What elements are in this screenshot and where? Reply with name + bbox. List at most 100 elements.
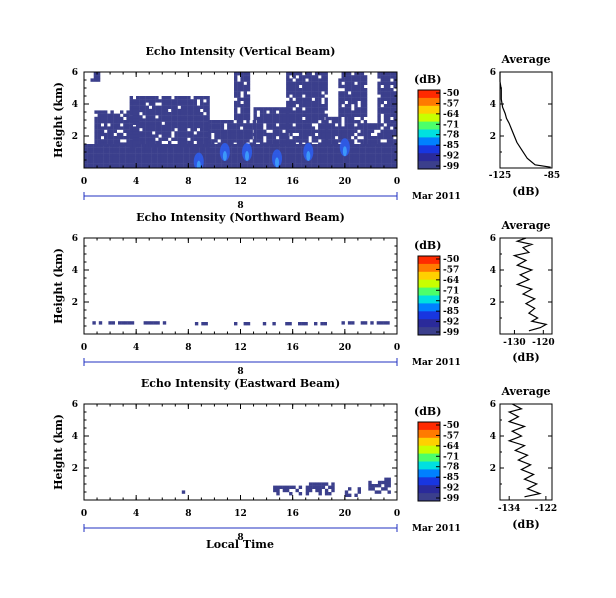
echo-cell [360,123,364,127]
echo-cell [223,136,228,140]
echo-cell [344,129,348,133]
echo-cell [377,116,381,121]
echo-cell [96,156,101,161]
echo-cell [158,140,162,145]
echo-cell [186,156,190,161]
echo-cell [184,96,188,100]
echo-cell [90,163,94,167]
echo-cell [321,142,325,146]
echo-cell [295,160,299,164]
echo-cell [292,75,296,79]
echo-cell [180,144,185,148]
echo-cell [100,132,105,137]
echo-cell [286,91,290,95]
echo-cell [363,104,368,108]
echo-cell [249,142,253,146]
echo-cell [135,156,139,161]
echo-cell [142,99,146,103]
echo-cell [167,166,171,168]
average-frame [499,403,553,501]
echo-cell [144,153,149,157]
echo-cell [321,485,326,489]
echo-cell [246,123,250,127]
echo-cell [387,91,391,95]
echo-cell [180,160,184,164]
echo-cell [391,147,395,151]
echo-cell [357,110,361,114]
echo-cell [370,136,375,140]
echo-cell [272,147,277,151]
echo-cell [383,88,388,92]
echo-cell [323,322,327,326]
echo-cell [96,163,101,167]
echo-cell [139,115,143,119]
echo-cell [193,144,197,148]
echo-cell [363,78,368,82]
echo-cell [152,108,156,113]
x-axis-label: Local Time [206,538,274,551]
echo-cell [96,150,101,154]
echo-cell [272,120,277,124]
echo-cell [302,81,306,85]
echo-cell [203,124,207,129]
echo-cell [122,147,126,151]
echo-cell [370,126,375,130]
echo-cell [311,81,316,85]
x-tick-label: 16 [286,177,299,187]
echo-cell [214,139,218,143]
echo-cell [171,99,175,103]
echo-cell [359,153,363,157]
echo-cell [380,100,384,105]
echo-cell [387,94,391,98]
echo-cell [146,321,151,325]
echo-cell [120,132,124,137]
echo-cell [334,132,339,137]
echo-cell [347,81,352,85]
echo-cell [104,110,108,114]
echo-cell [378,150,382,154]
echo-cell [356,156,360,161]
echo-cell [145,99,149,103]
echo-cell [317,156,321,161]
echo-cell [212,163,216,167]
echo-cell [125,150,129,154]
echo-cell [341,321,345,325]
echo-cell [256,166,261,168]
echo-cell [152,140,156,145]
echo-cell [173,147,177,151]
echo-cell [113,116,117,121]
echo-cell [158,115,162,119]
echo-cell [347,139,352,143]
echo-cell [161,105,165,109]
echo-cell [295,84,300,89]
echo-cell [184,144,188,148]
echo-cell [354,136,358,140]
echo-cell [282,166,286,168]
echo-cell [240,104,244,108]
echo-cell [269,113,273,117]
echo-cell [171,137,175,141]
echo-cell [263,120,267,124]
echo-cell [247,163,251,167]
echo-cell [311,129,316,133]
echo-cell [173,163,177,167]
echo-cell [230,142,234,146]
echo-cell [386,123,391,127]
echo-cell [381,147,385,151]
echo-cell [256,132,261,137]
echo-cell [386,321,390,325]
echo-cell [239,136,244,140]
echo-cell [148,137,153,141]
echo-cell [370,321,374,325]
echo-cell [161,144,165,148]
echo-cell [243,322,247,326]
echo-cell [275,107,280,111]
echo-cell [279,166,283,168]
echo-cell [383,116,388,121]
echo-cell [331,485,335,489]
echo-cell [311,88,316,92]
echo-cell [158,144,162,148]
echo-cell [161,112,165,116]
colorbar-swatch [418,161,440,170]
echo-cell [116,142,121,146]
